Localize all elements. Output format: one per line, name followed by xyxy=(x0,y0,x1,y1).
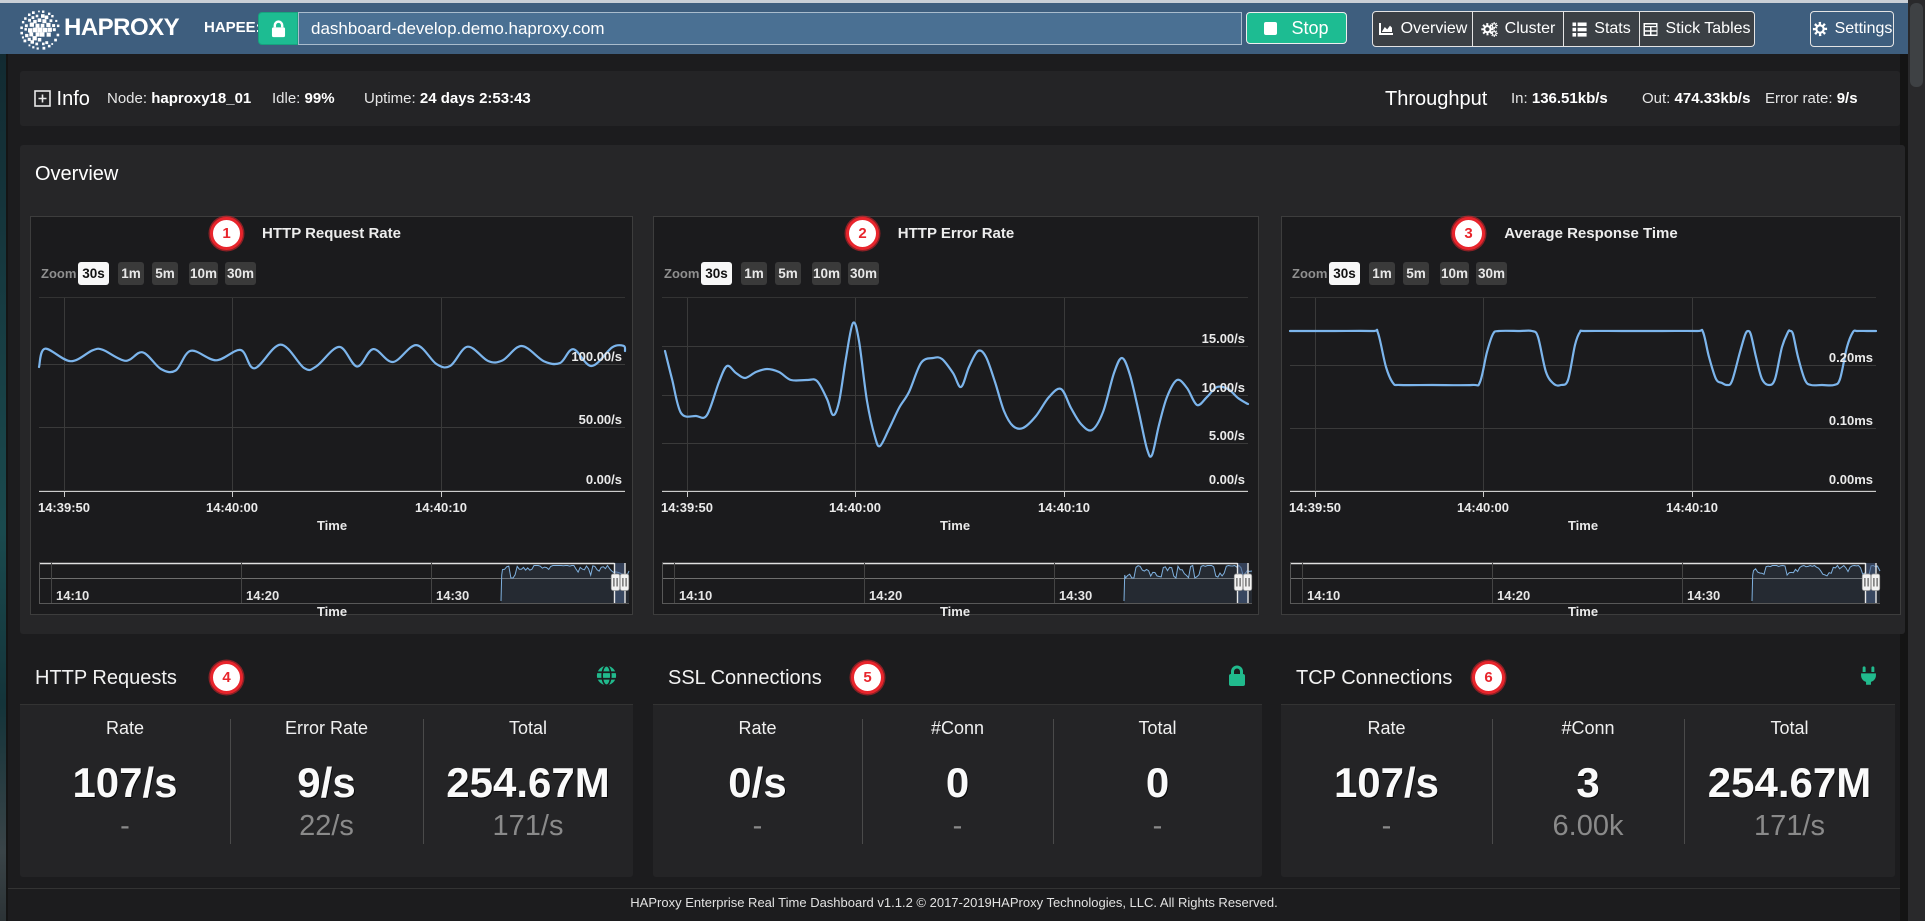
svg-text:14:40:10: 14:40:10 xyxy=(415,500,467,515)
svg-text:14:10: 14:10 xyxy=(56,588,89,603)
svg-text:14:10: 14:10 xyxy=(1307,588,1340,603)
svg-text:14:30: 14:30 xyxy=(1059,588,1092,603)
svg-text:5.00/s: 5.00/s xyxy=(1209,428,1245,443)
svg-text:0.20ms: 0.20ms xyxy=(1829,350,1873,365)
svg-text:Time: Time xyxy=(317,518,347,533)
svg-text:14:30: 14:30 xyxy=(436,588,469,603)
svg-text:14:40:00: 14:40:00 xyxy=(206,500,258,515)
svg-text:14:40:10: 14:40:10 xyxy=(1666,500,1718,515)
svg-text:14:40:00: 14:40:00 xyxy=(829,500,881,515)
svg-text:14:20: 14:20 xyxy=(1497,588,1530,603)
svg-text:14:20: 14:20 xyxy=(246,588,279,603)
svg-text:0.10ms: 0.10ms xyxy=(1829,413,1873,428)
svg-text:Time: Time xyxy=(1568,518,1598,533)
svg-text:0.00ms: 0.00ms xyxy=(1829,472,1873,487)
svg-text:Time: Time xyxy=(317,604,347,616)
svg-text:14:10: 14:10 xyxy=(679,588,712,603)
svg-text:100.00/s: 100.00/s xyxy=(571,349,622,364)
svg-text:Time: Time xyxy=(940,604,970,616)
svg-text:14:30: 14:30 xyxy=(1687,588,1720,603)
svg-text:50.00/s: 50.00/s xyxy=(579,412,622,427)
svg-text:10.00/s: 10.00/s xyxy=(1202,380,1245,395)
svg-text:15.00/s: 15.00/s xyxy=(1202,331,1245,346)
svg-text:0.00/s: 0.00/s xyxy=(586,472,622,487)
svg-text:Time: Time xyxy=(940,518,970,533)
svg-text:14:39:50: 14:39:50 xyxy=(661,500,713,515)
svg-text:0.00/s: 0.00/s xyxy=(1209,472,1245,487)
svg-text:14:39:50: 14:39:50 xyxy=(1289,500,1341,515)
svg-text:14:40:00: 14:40:00 xyxy=(1457,500,1509,515)
svg-text:14:20: 14:20 xyxy=(869,588,902,603)
svg-text:14:40:10: 14:40:10 xyxy=(1038,500,1090,515)
svg-text:14:39:50: 14:39:50 xyxy=(38,500,90,515)
svg-text:Time: Time xyxy=(1568,604,1598,616)
